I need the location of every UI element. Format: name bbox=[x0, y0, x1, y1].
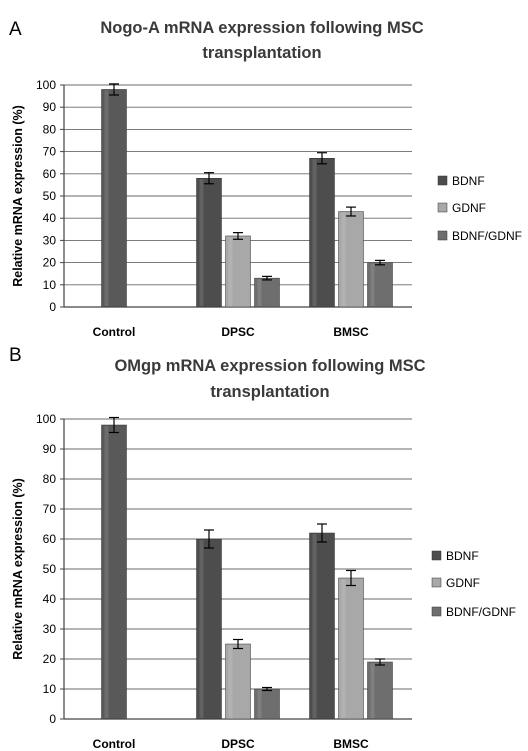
y-tick-label: 60 bbox=[43, 167, 57, 181]
y-tick-label: 30 bbox=[43, 233, 57, 247]
y-tick-label: 30 bbox=[43, 622, 57, 636]
x-category-label: Control bbox=[93, 325, 136, 339]
legend-entry: GDNF bbox=[452, 201, 486, 215]
bar-bdnf bbox=[196, 177, 222, 308]
panel-label: A bbox=[9, 19, 22, 40]
chart-panel-A: A Nogo-A mRNA expression following MSC tra… bbox=[9, 19, 522, 339]
y-tick-label: 0 bbox=[49, 712, 56, 726]
legend-swatch bbox=[431, 606, 442, 617]
x-category-label: Control bbox=[93, 737, 136, 751]
bar-bdnf-shade bbox=[312, 159, 317, 306]
legend-swatch bbox=[437, 202, 448, 213]
y-tick-label: 20 bbox=[43, 256, 57, 270]
y-tick-label: 70 bbox=[43, 145, 57, 159]
bar-control-shade bbox=[104, 426, 109, 718]
x-category-label: DPSC bbox=[221, 737, 255, 751]
chart-title-line: transplantation bbox=[202, 44, 321, 62]
y-axis-label: Relative mRNA expression (%) bbox=[11, 105, 25, 287]
bar-bdnf-gdnf-shade bbox=[257, 690, 262, 718]
bar-gdnf bbox=[225, 235, 251, 308]
x-category-label: BMSC bbox=[333, 737, 369, 751]
bar-bdnf bbox=[309, 532, 335, 720]
legend-entry: BDNF/GDNF bbox=[446, 605, 516, 619]
y-tick-label: 60 bbox=[43, 532, 57, 546]
y-tick-label: 40 bbox=[43, 592, 57, 606]
bar-bdnf-shade bbox=[199, 179, 204, 306]
chart-title-line: OMgp mRNA expression following MSC bbox=[114, 357, 425, 375]
y-tick-label: 100 bbox=[36, 78, 56, 92]
y-tick-label: 10 bbox=[43, 278, 57, 292]
y-tick-label: 100 bbox=[36, 412, 56, 426]
legend-swatch bbox=[437, 230, 448, 241]
bar-bdnf bbox=[196, 538, 222, 720]
legend-entry: GDNF bbox=[446, 576, 480, 590]
bar-bdnf-gdnf bbox=[254, 277, 280, 308]
bar-bdnf bbox=[309, 158, 335, 308]
y-tick-label: 20 bbox=[43, 652, 57, 666]
bar-bdnf-gdnf bbox=[367, 661, 393, 720]
bar-gdnf-shade bbox=[341, 579, 346, 718]
chart-title-line: transplantation bbox=[210, 383, 329, 401]
chart-title-line: Nogo-A mRNA expression following MSC bbox=[100, 19, 423, 37]
bar-bdnf-gdnf-shade bbox=[370, 663, 375, 718]
y-axis-label: Relative mRNA expression (%) bbox=[11, 478, 25, 660]
y-tick-label: 90 bbox=[43, 442, 57, 456]
bar-control bbox=[101, 424, 127, 720]
bar-gdnf-shade bbox=[341, 212, 346, 306]
bar-bdnf-gdnf bbox=[367, 262, 393, 308]
legend-entry: BDNF bbox=[446, 549, 479, 563]
chart-panel-B: B OMgp mRNA expression following MSC trans… bbox=[9, 345, 516, 751]
y-tick-label: 0 bbox=[49, 300, 56, 314]
bar-control bbox=[101, 89, 127, 308]
legend-swatch bbox=[431, 550, 442, 561]
y-tick-label: 10 bbox=[43, 682, 57, 696]
bar-gdnf bbox=[338, 577, 364, 720]
y-tick-label: 90 bbox=[43, 100, 57, 114]
bar-control-shade bbox=[104, 90, 109, 306]
x-category-label: BMSC bbox=[333, 325, 369, 339]
bar-bdnf-gdnf-shade bbox=[257, 279, 262, 306]
bar-gdnf-shade bbox=[228, 645, 233, 718]
y-tick-label: 50 bbox=[43, 189, 57, 203]
y-tick-label: 50 bbox=[43, 562, 57, 576]
y-tick-label: 80 bbox=[43, 122, 57, 136]
legend-entry: BDNF/GDNF bbox=[452, 229, 522, 243]
bar-bdnf-gdnf-shade bbox=[370, 263, 375, 306]
y-tick-label: 70 bbox=[43, 502, 57, 516]
bar-gdnf-shade bbox=[228, 236, 233, 306]
bar-bdnf-shade bbox=[312, 534, 317, 718]
legend-entry: BDNF bbox=[452, 174, 485, 188]
bar-bdnf-shade bbox=[199, 540, 204, 718]
x-category-label: DPSC bbox=[221, 325, 255, 339]
panel-label: B bbox=[9, 345, 22, 366]
y-tick-label: 40 bbox=[43, 211, 57, 225]
y-tick-label: 80 bbox=[43, 472, 57, 486]
legend-swatch bbox=[437, 175, 448, 186]
legend-swatch bbox=[431, 577, 442, 588]
